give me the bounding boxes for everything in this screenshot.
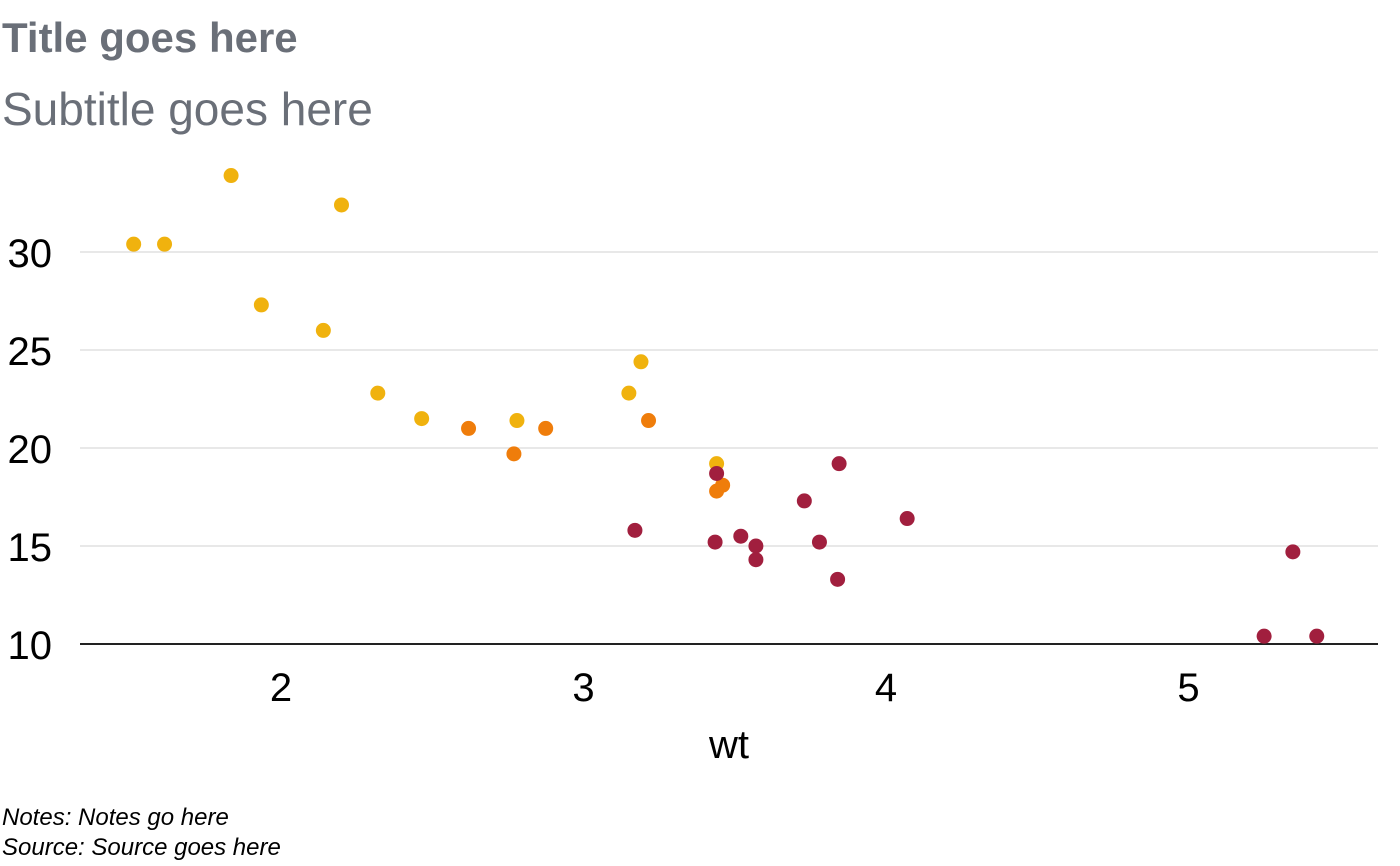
data-point (627, 522, 643, 538)
y-tick-labels: 10 15 20 25 30 (8, 232, 53, 668)
data-point (621, 385, 637, 401)
data-point (748, 552, 764, 568)
notes-text: Notes: Notes go here (2, 804, 229, 831)
x-axis-title: wt (708, 723, 749, 767)
gridlines (80, 251, 1378, 547)
data-point (707, 534, 723, 550)
y-tick-label: 10 (8, 624, 53, 668)
data-point (830, 571, 846, 587)
y-tick-label: 20 (8, 428, 53, 472)
data-point (1256, 628, 1272, 644)
data-point (796, 493, 812, 509)
y-tick-label: 25 (8, 330, 53, 374)
data-point (709, 465, 725, 481)
data-point (157, 236, 173, 252)
data-point (253, 297, 269, 313)
data-point (414, 411, 430, 427)
data-point (811, 534, 827, 550)
x-tick-label: 2 (270, 666, 292, 710)
data-point (748, 538, 764, 554)
data-point (899, 511, 915, 527)
data-point (538, 420, 554, 436)
chart-subtitle: Subtitle goes here (2, 83, 373, 135)
data-point (370, 385, 386, 401)
data-point (315, 322, 331, 338)
x-tick-label: 4 (875, 666, 897, 710)
chart-title: Title goes here (2, 14, 298, 61)
x-tick-label: 3 (572, 666, 594, 710)
data-point (633, 354, 649, 370)
data-point (509, 413, 525, 429)
data-point (334, 197, 349, 213)
data-point (709, 483, 725, 499)
data-point (461, 420, 477, 436)
data-point (641, 413, 657, 429)
data-point (1285, 544, 1301, 560)
data-point (831, 456, 847, 472)
data-point (126, 236, 142, 252)
footnotes: Notes: Notes go here Source: Source goes… (2, 803, 281, 863)
data-point (733, 528, 749, 544)
data-point (506, 446, 522, 462)
data-point (1309, 628, 1325, 644)
data-points (126, 168, 1325, 644)
y-tick-label: 15 (8, 526, 53, 570)
data-point (223, 168, 239, 184)
y-tick-label: 30 (8, 232, 53, 276)
source-text: Source: Source goes here (2, 834, 281, 861)
x-tick-label: 5 (1177, 666, 1199, 710)
x-tick-labels: 2 3 4 5 (270, 666, 1200, 710)
